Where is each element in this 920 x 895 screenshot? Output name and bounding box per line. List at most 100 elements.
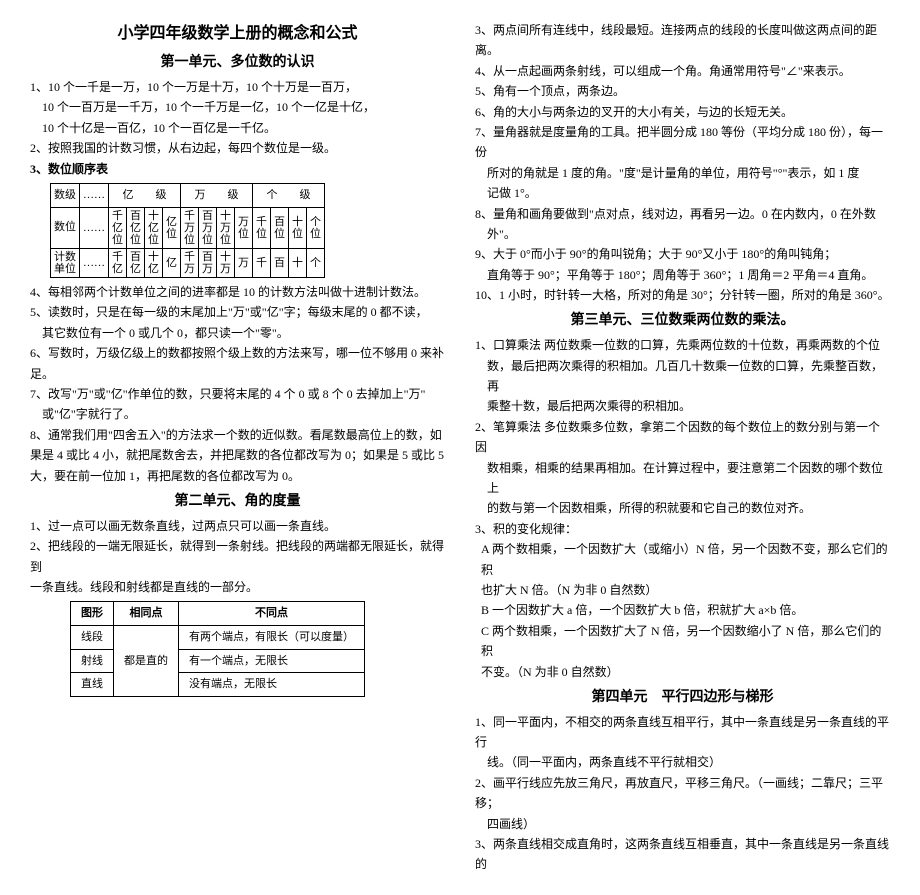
page: 小学四年级数学上册的概念和公式 第一单元、多位数的认识 1、10 个一千是一万，…	[30, 20, 890, 875]
left-column: 小学四年级数学上册的概念和公式 第一单元、多位数的认识 1、10 个一千是一万，…	[30, 20, 445, 875]
cell-pos-2: 百亿位	[127, 207, 145, 248]
u4-2a: 2、画平行线应先放三角尺，再放直尺，平移三角尺。（一画线；二靠尺；三平移；	[475, 773, 890, 814]
shape-r3c1: 直线	[71, 673, 114, 697]
main-title: 小学四年级数学上册的概念和公式	[30, 20, 445, 47]
shape-h2: 相同点	[114, 602, 179, 626]
u4-1a: 1、同一平面内，不相交的两条直线互相平行，其中一条直线是另一条直线的平行	[475, 712, 890, 753]
shape-header: 图形 相同点 不同点	[71, 602, 365, 626]
cell-unit-11: 十	[289, 248, 307, 277]
shape-r2c2: 都是直的	[114, 626, 179, 697]
u3-1a: 1、口算乘法 两位数乘一位数的口算，先乘两位数的十位数，再乘两数的个位	[475, 335, 890, 355]
digit-row-level: 数级 …… 亿 级 万 级 个 级	[51, 183, 325, 207]
u3-3Cb: 不变。（N 为非 0 自然数）	[475, 662, 890, 682]
u2-item-1: 1、过一点可以画无数条直线，过两点只可以画一条直线。	[30, 516, 445, 536]
u3-2a: 2、笔算乘法 多位数乘多位数，拿第二个因数的每个数位上的数分别与第一个因	[475, 417, 890, 458]
u3-3Aa: A 两个数相乘，一个因数扩大（或缩小）N 倍，另一个因数不变，那么它们的积	[475, 539, 890, 580]
cell-unit-10: 百	[271, 248, 289, 277]
u3-3Ab: 也扩大 N 倍。（N 为非 0 自然数）	[475, 580, 890, 600]
cell-pos-label: 数位	[51, 207, 80, 248]
u3-2c: 的数与第一个因数相乘，所得的积就要和它自己的数位对齐。	[475, 498, 890, 518]
unit2-title: 第二单元、角的度量	[30, 490, 445, 514]
cell-level-label: 数级	[51, 183, 80, 207]
cell-unit-8: 万	[235, 248, 253, 277]
u1-item-7b: 或"亿"字就行了。	[30, 404, 445, 424]
shape-row-1: 线段 都是直的 有两个端点，有限长（可以度量）	[71, 626, 365, 650]
u1-item-8b: 果是 4 或比 4 小，就把尾数舍去，并把尾数的各位都改写为 0；如果是 5 或…	[30, 445, 445, 465]
u4-2b: 四画线）	[475, 814, 890, 834]
pre-u3-6: 6、角的大小与两条边的叉开的大小有关，与边的长短无关。	[475, 102, 890, 122]
shape-r1c1: 线段	[71, 626, 114, 650]
u4-3: 3、两条直线相交成直角时，这两条直线互相垂直，其中一条直线是另一条直线的	[475, 834, 890, 875]
u3-1b: 数，最后把两次乘得的积相加。几百几十数乘一位数的口算，先乘整百数，再	[475, 356, 890, 397]
cell-unit-7: 十万	[217, 248, 235, 277]
cell-level-dots: ……	[80, 183, 109, 207]
unit3-title: 第三单元、三位数乘两位数的乘法。	[475, 309, 890, 333]
cell-unit-1: 千亿	[109, 248, 127, 277]
unit1-title: 第一单元、多位数的认识	[30, 51, 445, 75]
cell-level-ge: 个 级	[253, 183, 325, 207]
right-column: 3、两点间所有连线中，线段最短。连接两点的线段的长度叫做这两点间的距离。 4、从…	[475, 20, 890, 875]
cell-unit-label: 计数单位	[51, 248, 80, 277]
cell-pos-0: ……	[80, 207, 109, 248]
u3-3B: B 一个因数扩大 a 倍，一个因数扩大 b 倍，积就扩大 a×b 倍。	[475, 600, 890, 620]
cell-level-wan: 万 级	[181, 183, 253, 207]
pre-u3-4: 4、从一点起画两条射线，可以组成一个角。角通常用符号"∠"来表示。	[475, 61, 890, 81]
shape-r3c3: 没有端点，无限长	[179, 673, 365, 697]
pre-u3-8a: 8、量角和画角要做到"点对点，线对边，再看另一边。0 在内数内，0 在外数	[475, 204, 890, 224]
u2-item-2a: 2、把线段的一端无限延长，就得到一条射线。把线段的两端都无限延长，就得到	[30, 536, 445, 577]
digit-order-table: 数级 …… 亿 级 万 级 个 级 数位 …… 千亿位 百亿位 十亿位 亿位 千…	[50, 183, 325, 278]
cell-unit-9: 千	[253, 248, 271, 277]
u1-item-1b: 10 个一百万是一千万，10 个一千万是一亿，10 个一亿是十亿，	[30, 97, 445, 117]
u2-item-2b: 一条直线。线段和射线都是直线的一部分。	[30, 577, 445, 597]
u1-item-8a: 8、通常我们用"四舍五入"的方法求一个数的近似数。看尾数最高位上的数，如	[30, 425, 445, 445]
pre-u3-7c: 记做 1°。	[475, 183, 890, 203]
u1-item-7a: 7、改写"万"或"亿"作单位的数，只要将末尾的 4 个 0 或 8 个 0 去掉…	[30, 384, 445, 404]
cell-pos-1: 千亿位	[109, 207, 127, 248]
shape-h3: 不同点	[179, 602, 365, 626]
shape-r1c3: 有两个端点，有限长（可以度量）	[179, 626, 365, 650]
cell-level-yi: 亿 级	[109, 183, 181, 207]
pre-u3-9a: 9、大于 0°而小于 90°的角叫锐角；大于 90°又小于 180°的角叫钝角；	[475, 244, 890, 264]
u3-1c: 乘整十数，最后把两次乘得的积相加。	[475, 396, 890, 416]
cell-unit-3: 十亿	[145, 248, 163, 277]
cell-unit-5: 千万	[181, 248, 199, 277]
cell-unit-4: 亿	[163, 248, 181, 277]
cell-pos-3: 十亿位	[145, 207, 163, 248]
u1-item-1c: 10 个十亿是一百亿，10 个一百亿是一千亿。	[30, 118, 445, 138]
cell-pos-7: 十万位	[217, 207, 235, 248]
shape-table: 图形 相同点 不同点 线段 都是直的 有两个端点，有限长（可以度量） 射线 有一…	[70, 601, 365, 697]
cell-pos-5: 千万位	[181, 207, 199, 248]
cell-unit-0: ……	[80, 248, 109, 277]
u3-2b: 数相乘，相乘的结果再相加。在计算过程中，要注意第二个因数的哪个数位上	[475, 458, 890, 499]
cell-pos-10: 百位	[271, 207, 289, 248]
cell-pos-12: 个位	[307, 207, 325, 248]
cell-unit-2: 百亿	[127, 248, 145, 277]
u3-3Ca: C 两个数相乘，一个因数扩大了 N 倍，另一个因数缩小了 N 倍，那么它们的积	[475, 621, 890, 662]
digit-row-position: 数位 …… 千亿位 百亿位 十亿位 亿位 千万位 百万位 十万位 万位 千位 百…	[51, 207, 325, 248]
pre-u3-8b: 外"。	[475, 224, 890, 244]
t: ……	[83, 257, 105, 269]
u1-item-6: 6、写数时，万级亿级上的数都按照个级上数的方法来写，哪一位不够用 0 来补足。	[30, 343, 445, 384]
shape-r2c1: 射线	[71, 649, 114, 673]
pre-u3-3: 3、两点间所有连线中，线段最短。连接两点的线段的长度叫做这两点间的距离。	[475, 20, 890, 61]
u1-item-5a: 5、读数时，只是在每一级的末尾加上"万"或"亿"字；每级末尾的 0 都不读，	[30, 302, 445, 322]
u1-item-4: 4、每相邻两个计数单位之间的进率都是 10 的计数方法叫做十进制计数法。	[30, 282, 445, 302]
digit-row-unit: 计数单位 …… 千亿 百亿 十亿 亿 千万 百万 十万 万 千 百 十 个	[51, 248, 325, 277]
pre-u3-7a: 7、量角器就是度量角的工具。把半圆分成 180 等份（平均分成 180 份），每…	[475, 122, 890, 163]
u1-item-5b: 其它数位有一个 0 或几个 0，都只读一个"零"。	[30, 323, 445, 343]
u3-3: 3、积的变化规律：	[475, 519, 890, 539]
u1-item-3: 3、数位顺序表	[30, 159, 445, 179]
u1-item-2: 2、按照我国的计数习惯，从右边起，每四个数位是一级。	[30, 138, 445, 158]
pre-u3-9b: 直角等于 90°；平角等于 180°；周角等于 360°；1 周角＝2 平角＝4…	[475, 265, 890, 285]
unit4-title: 第四单元 平行四边形与梯形	[475, 686, 890, 710]
cell-pos-4: 亿位	[163, 207, 181, 248]
cell-unit-6: 百万	[199, 248, 217, 277]
shape-h1: 图形	[71, 602, 114, 626]
pre-u3-7b: 所对的角就是 1 度的角。"度"是计量角的单位，用符号"°"表示，如 1 度	[475, 163, 890, 183]
cell-pos-9: 千位	[253, 207, 271, 248]
cell-pos-11: 十位	[289, 207, 307, 248]
cell-unit-12: 个	[307, 248, 325, 277]
cell-pos-6: 百万位	[199, 207, 217, 248]
cell-pos-8: 万位	[235, 207, 253, 248]
u1-item-1a: 1、10 个一千是一万，10 个一万是十万，10 个十万是一百万，	[30, 77, 445, 97]
